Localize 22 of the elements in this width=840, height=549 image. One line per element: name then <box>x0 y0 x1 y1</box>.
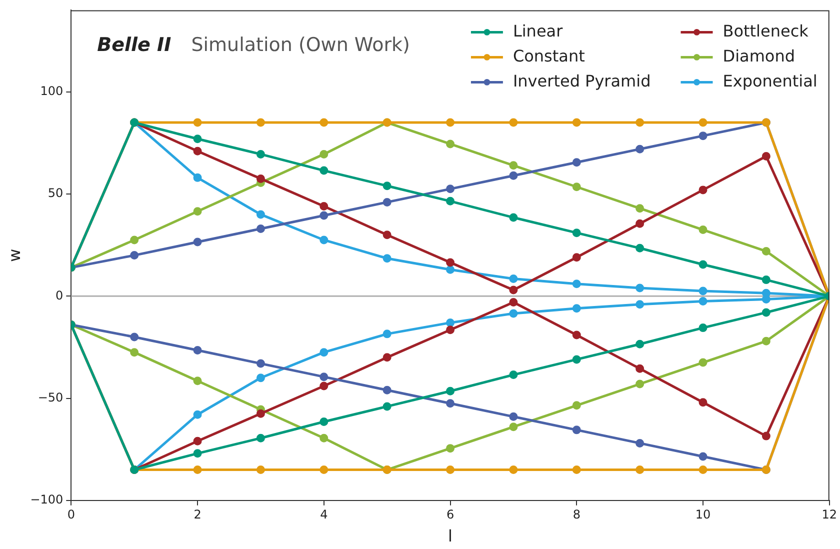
y-tick-label: 100 <box>40 84 64 98</box>
x-tick-label: 6 <box>446 508 454 522</box>
legend-label: Constant <box>512 46 585 66</box>
text: Simulation (Own Work) <box>191 34 410 56</box>
legend-label: Inverted Pyramid <box>512 71 651 90</box>
x-tick-label: 10 <box>695 508 711 522</box>
legend-label: Linear <box>512 21 564 40</box>
legend-label: Diamond <box>722 46 795 66</box>
x-tick-label: 2 <box>194 508 202 522</box>
legend-label: Bottleneck <box>722 21 810 40</box>
y-tick-label: 50 <box>48 186 64 200</box>
legend-label: Exponential <box>722 71 818 90</box>
text: Belle II <box>97 34 172 56</box>
y-tick-label: 0 <box>56 288 64 302</box>
x-tick-label: 4 <box>320 508 328 522</box>
y-axis-title: w <box>4 248 24 262</box>
y-tick-label: −50 <box>38 390 64 404</box>
x-axis-title: l <box>448 526 452 546</box>
x-tick-label: 8 <box>572 508 580 522</box>
x-tick-label: 12 <box>822 508 838 522</box>
y-tick-label: −100 <box>30 492 64 507</box>
x-tick-label: 0 <box>67 508 75 522</box>
